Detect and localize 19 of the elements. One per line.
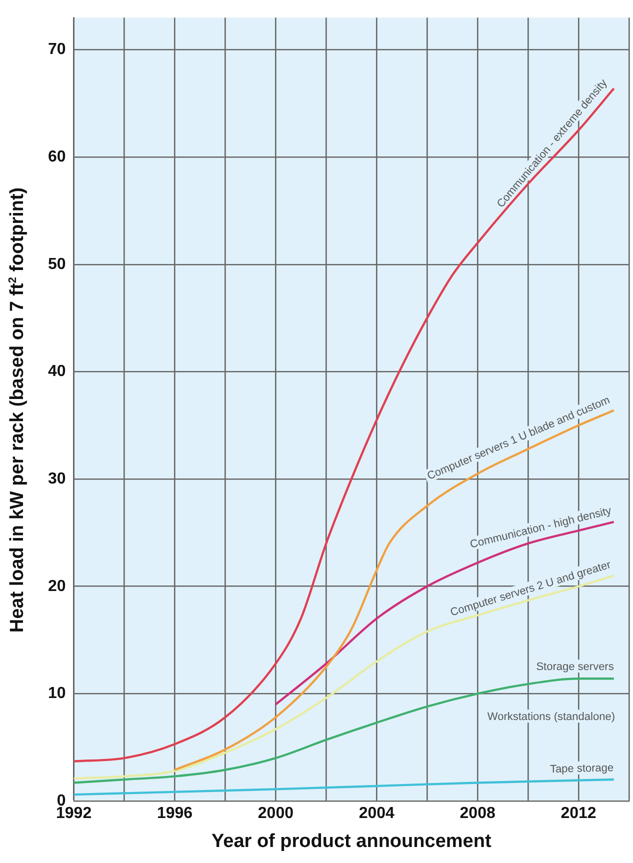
y-tick-label: 20 bbox=[48, 578, 66, 595]
x-axis-title: Year of product announcement bbox=[212, 830, 492, 852]
line-series bbox=[74, 778, 615, 796]
x-tick-label: 2000 bbox=[258, 805, 294, 822]
x-tick-label: 2012 bbox=[560, 805, 596, 822]
y-tick-label: 60 bbox=[48, 148, 66, 166]
y-tick-label: 10 bbox=[48, 685, 66, 702]
annotation: Workstations (standalone) bbox=[487, 711, 615, 724]
x-tick-label: 1996 bbox=[156, 805, 193, 822]
series-label: Storage servers bbox=[536, 661, 614, 674]
y-tick-label: 30 bbox=[48, 470, 66, 488]
x-tick-label: 2008 bbox=[460, 805, 496, 822]
y-tick-label: 50 bbox=[48, 256, 66, 273]
y-tick-label: 70 bbox=[48, 41, 66, 58]
series-label: Tape storage bbox=[550, 762, 614, 776]
y-tick-label: 40 bbox=[48, 363, 66, 380]
x-tick-label: 2004 bbox=[358, 805, 395, 822]
line-series bbox=[74, 678, 615, 784]
x-tick-label: 1992 bbox=[56, 805, 92, 822]
